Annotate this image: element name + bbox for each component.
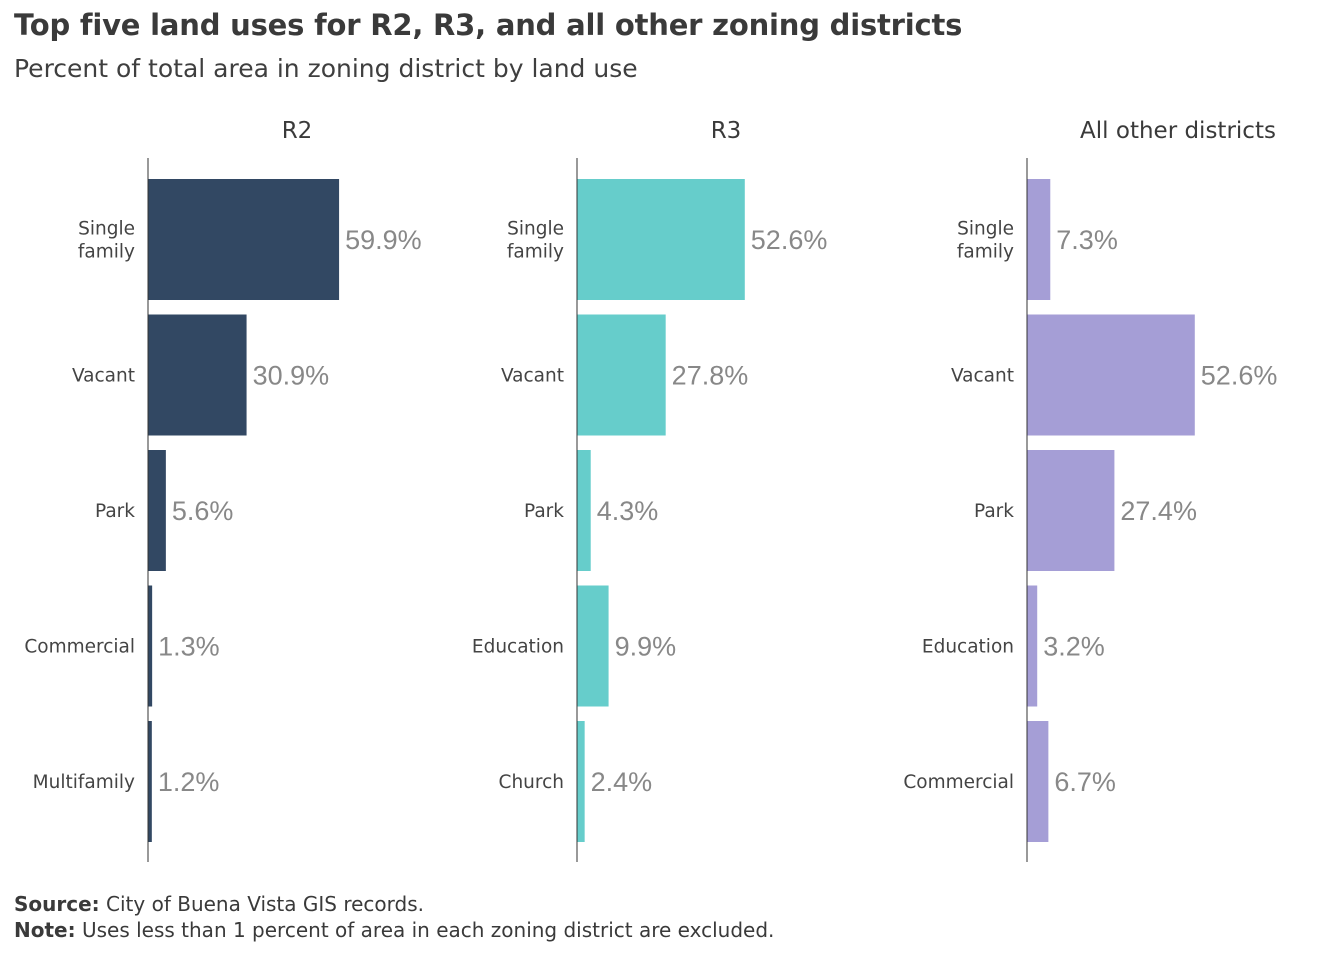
category-label: Education — [472, 637, 564, 658]
category-label: Church — [499, 772, 564, 793]
bar — [1027, 450, 1115, 571]
category-label: Single family — [78, 219, 135, 263]
bar — [148, 721, 152, 842]
source-label: Source: — [14, 892, 100, 916]
bar — [577, 585, 609, 707]
note-text: Uses less than 1 percent of area in each… — [81, 918, 775, 942]
bar — [148, 450, 166, 571]
data-label: 52.6% — [1201, 361, 1278, 391]
category-label: Vacant — [951, 366, 1014, 387]
bar — [577, 721, 585, 842]
category-label: Education — [922, 637, 1014, 658]
bar — [1027, 721, 1049, 842]
category-label: Park — [974, 501, 1014, 522]
panel-title: All other districts — [1080, 118, 1276, 144]
data-label: 27.4% — [1120, 496, 1197, 526]
bar — [1027, 314, 1195, 436]
note-line: Note: Uses less than 1 percent of area i… — [14, 918, 774, 942]
chart-title: Top five land uses for R2, R3, and all o… — [14, 8, 963, 42]
bar — [148, 585, 153, 707]
data-label: 9.9% — [615, 632, 677, 662]
category-label: Commercial — [24, 637, 135, 658]
data-label: 4.3% — [597, 496, 659, 526]
panel-title: R2 — [282, 118, 313, 144]
data-label: 30.9% — [253, 361, 330, 391]
bar — [577, 450, 591, 571]
category-label: Vacant — [72, 366, 135, 387]
category-label: Multifamily — [33, 772, 135, 793]
bar — [577, 179, 745, 300]
data-label: 6.7% — [1054, 767, 1116, 797]
source-line: Source: City of Buena Vista GIS records. — [14, 892, 424, 916]
data-label: 27.8% — [672, 361, 749, 391]
data-label: 7.3% — [1056, 225, 1118, 255]
bar — [1027, 179, 1051, 300]
category-label: Park — [524, 501, 564, 522]
bar — [148, 179, 340, 300]
data-label: 2.4% — [591, 767, 653, 797]
data-label: 1.3% — [158, 632, 220, 662]
data-label: 59.9% — [345, 225, 422, 255]
bar — [1027, 585, 1038, 707]
data-label: 3.2% — [1043, 632, 1105, 662]
category-label: Park — [95, 501, 135, 522]
chart-subtitle: Percent of total area in zoning district… — [14, 54, 638, 83]
category-label: Single family — [507, 219, 564, 263]
category-label: Vacant — [501, 366, 564, 387]
data-label: 52.6% — [751, 225, 828, 255]
data-label: 1.2% — [158, 767, 220, 797]
note-label: Note: — [14, 918, 76, 942]
category-label: Commercial — [903, 772, 1014, 793]
data-label: 5.6% — [172, 496, 234, 526]
panel-title: R3 — [711, 118, 742, 144]
bar — [148, 314, 247, 436]
category-label: Single family — [957, 219, 1014, 263]
bar — [577, 314, 666, 436]
source-text: City of Buena Vista GIS records. — [106, 892, 424, 916]
